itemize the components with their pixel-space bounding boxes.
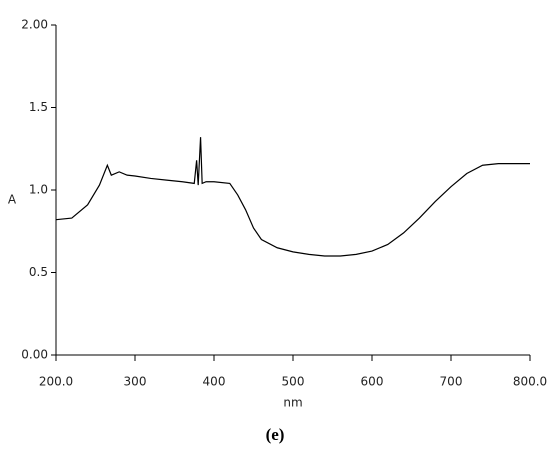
spectrum-line: [55, 137, 530, 257]
y-tick-label: 2.00: [21, 18, 48, 32]
x-tick-label: 300: [124, 375, 147, 389]
x-tick-label: 800.0: [513, 375, 547, 389]
y-tick-label: 0.00: [21, 348, 48, 362]
y-axis-label: A: [8, 193, 17, 207]
x-tick-label: 500: [282, 375, 305, 389]
caption: (e): [266, 425, 285, 444]
x-tick-label: 700: [440, 375, 463, 389]
y-tick-label: 1.5: [29, 100, 48, 114]
y-tick-label: 0.5: [29, 265, 48, 279]
x-tick-label: 400: [203, 375, 226, 389]
y-tick-label: 1.0: [29, 183, 48, 197]
x-tick-label: 200.0: [39, 375, 73, 389]
x-tick-label: 600: [361, 375, 384, 389]
x-axis-label: nm: [283, 396, 302, 410]
